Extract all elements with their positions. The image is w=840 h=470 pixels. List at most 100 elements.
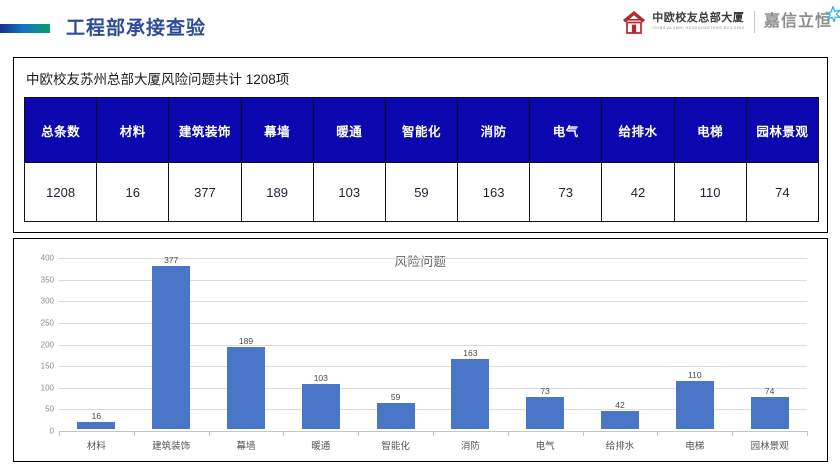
gridline [59,409,807,411]
page-title: 工程部承接查验 [66,18,207,39]
x-axis-tick [133,431,135,436]
bar[interactable] [675,381,714,429]
partner-name: 嘉信立恒 [763,13,832,30]
table-cell: 59 [384,162,459,222]
x-axis-category-label: 暖通 [311,441,331,452]
bar[interactable] [77,422,116,429]
bar-value-label: 189 [238,336,254,347]
table-header-cell: 给排水 [601,97,675,163]
x-axis-tick [732,431,734,436]
gridline [59,387,807,389]
table-header-cell: 智能化 [384,97,459,163]
bar-value-label: 110 [688,370,702,381]
y-axis-tick-label: 0 [49,426,54,436]
ceibs-name-cn: 中欧校友总部大厦 [652,12,745,24]
x-axis-category-label: 消防 [460,441,480,452]
x-axis-category-label: 电梯 [685,441,705,452]
x-axis-category-label: 园林景观 [750,441,789,452]
bar[interactable] [376,403,415,429]
table-caption: 中欧校友苏州总部大厦风险问题共计 1208项 [26,72,290,87]
table-row: 1208 16 377 189 103 59 163 73 42 110 74 [23,162,820,222]
bar-value-label: 73 [540,386,550,397]
table-cell: 16 [96,162,170,222]
risk-summary-table: 总条数 材料 建筑装饰 幕墙 暖通 智能化 消防 电气 给排水 电梯 园林景观 … [23,97,820,222]
y-axis-tick-label: 250 [40,318,54,328]
x-axis-tick [507,431,509,436]
table-cell: 42 [601,162,675,222]
x-axis-category-label: 给排水 [605,441,635,452]
x-axis-tick [59,431,60,436]
gridline [59,258,807,259]
bar-value-label: 59 [390,392,401,403]
bar[interactable] [601,410,639,429]
bar-value-label: 103 [313,373,328,384]
bar-chart-plot: 0 50 100 150 200 250 300 350 400 16 材料 377 建筑装饰 189 幕墙… [14,239,827,461]
bar[interactable] [526,397,565,429]
x-axis-tick [582,431,584,436]
x-axis-category-label: 材料 [86,441,106,452]
table-cell: 163 [457,162,531,222]
gridline [59,301,807,303]
y-axis-tick-label: 200 [40,340,54,349]
table-cell: 103 [312,162,386,222]
logo-group: 中欧校友总部大厦 CEIBS ALUMNI HEADQUARTERS BUILD… [620,4,840,40]
gridline [59,279,807,281]
bar-value-label: 16 [91,411,102,422]
x-axis-tick [657,431,659,436]
table-cell: 73 [529,162,603,222]
partner-logo: 嘉信立恒 [763,5,840,31]
table-header-cell: 建筑装饰 [168,97,242,163]
x-axis-tick [358,431,360,436]
bar[interactable] [152,265,191,429]
table-cell: 74 [745,162,820,222]
table-header-cell: 暖通 [312,97,386,163]
table-header-row: 总条数 材料 建筑装饰 幕墙 暖通 智能化 消防 电气 给排水 电梯 园林景观 [23,97,820,163]
gridline [59,322,807,324]
bar-value-label: 377 [164,254,179,265]
table-cell: 377 [168,162,242,222]
y-axis-tick-label: 300 [40,296,54,306]
table-cell: 189 [240,162,314,222]
page-header: 工程部承接查验 中欧校友总部大厦 CEIBS ALUMNI HEADQUARTE… [0,0,840,50]
table-cell: 1208 [23,162,98,222]
risk-chart-card: 风险问题 0 50 100 150 200 250 300 350 400 16 材料 377 建筑装饰… [13,238,828,462]
bar-value-label: 42 [615,399,625,410]
house-icon [620,8,648,36]
table-header-cell: 消防 [457,97,531,163]
bar[interactable] [750,397,789,429]
x-axis-category-label: 建筑装饰 [152,441,191,452]
y-axis-tick-label: 150 [40,361,54,371]
gridline [59,366,807,368]
x-axis-tick [807,431,808,436]
x-axis-tick [283,431,285,436]
y-axis-tick-label: 350 [40,275,54,285]
y-axis-tick-label: 400 [40,253,54,263]
gridline [59,344,807,346]
accent-bar [0,24,50,33]
y-axis-tick-label: 50 [45,404,54,414]
star-icon [825,5,840,23]
table-header-cell: 总条数 [23,97,98,163]
x-axis-category-label: 电气 [535,441,555,452]
y-axis-tick-label: 100 [40,383,54,393]
x-axis-tick [208,431,210,436]
logo-divider [753,11,755,33]
ceibs-logo: 中欧校友总部大厦 CEIBS ALUMNI HEADQUARTERS BUILD… [620,8,745,36]
table-header-cell: 材料 [96,97,170,163]
bar[interactable] [451,358,490,429]
ceibs-logo-text: 中欧校友总部大厦 CEIBS ALUMNI HEADQUARTERS BUILD… [652,12,745,32]
x-axis-category-label: 智能化 [381,441,410,452]
bar-value-label: 163 [463,347,478,358]
table-header-cell: 幕墙 [240,97,314,163]
ceibs-name-en: CEIBS ALUMNI HEADQUARTERS BUILDING [652,26,745,30]
table-header-cell: 电气 [529,97,603,163]
table-header-cell: 园林景观 [745,97,820,163]
summary-table-card: 中欧校友苏州总部大厦风险问题共计 1208项 总条数 材料 建筑装饰 幕墙 暖通… [13,57,828,233]
table-cell: 110 [673,162,747,222]
table-header-cell: 电梯 [673,97,747,163]
bar[interactable] [227,347,265,429]
x-axis-category-label: 幕墙 [236,441,256,452]
bar-value-label: 74 [764,385,775,396]
x-axis-tick [433,431,434,436]
bar[interactable] [301,384,340,429]
